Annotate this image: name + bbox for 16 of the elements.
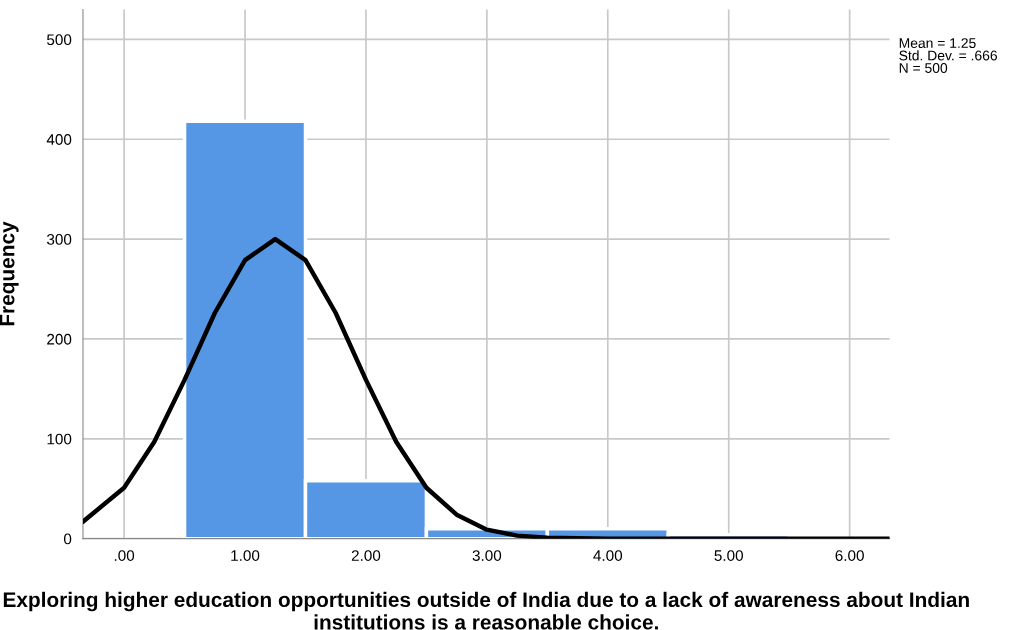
y-tick-label: 500	[47, 34, 72, 46]
x-axis-title: Exploring higher education opportunities outside of India due to a lack of awareness about Indian institutions is a reasonable choice.	[3, 591, 969, 630]
x-tick-label: 3.00	[472, 550, 502, 561]
text: Mean = 1.25 Std. Dev. = .666 N = 500	[899, 38, 997, 73]
x-tick-label: 4.00	[593, 550, 623, 561]
y-tick-label: 100	[47, 433, 72, 445]
y-tick-label: 200	[47, 333, 72, 345]
y-axis-title: Frequency	[0, 221, 19, 326]
x-tick-label: 6.00	[835, 550, 864, 561]
y-tick-label: 300	[46, 233, 72, 245]
x-tick-label: .00	[114, 550, 135, 561]
x-tick-label: 5.00	[714, 550, 743, 561]
y-tick-label: 0	[63, 533, 72, 545]
x-tick-label: 2.00	[351, 550, 381, 561]
y-tick-label: 400	[46, 134, 72, 145]
x-tick-label: 1.00	[231, 550, 260, 561]
